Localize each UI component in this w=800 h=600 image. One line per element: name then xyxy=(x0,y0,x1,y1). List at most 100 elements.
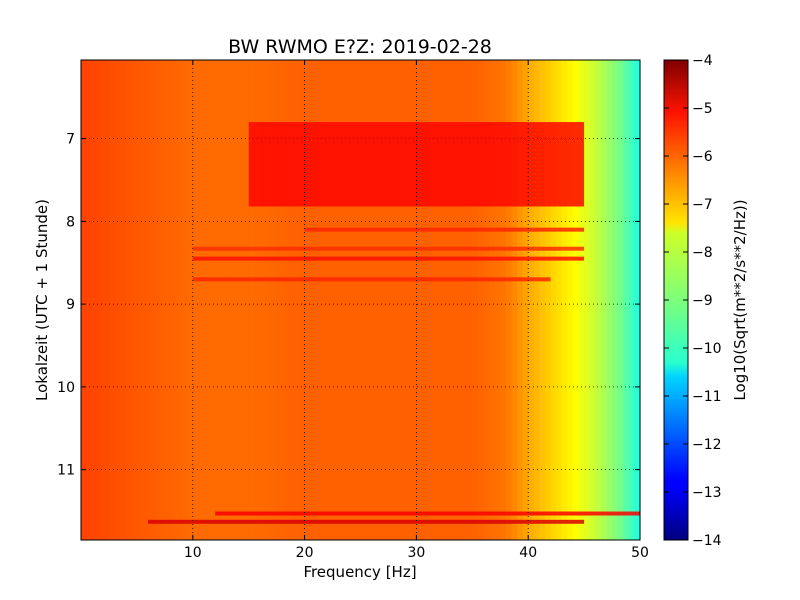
colorbar-tick-label: −7 xyxy=(692,197,713,213)
noise-stripe xyxy=(215,511,640,516)
heatmap-column xyxy=(600,60,608,540)
colorbar-tick-label: −8 xyxy=(692,245,713,261)
plot-frame xyxy=(80,59,641,541)
heatmap-column xyxy=(472,60,479,540)
heatmap-column xyxy=(561,60,568,540)
heatmap-column xyxy=(338,60,345,540)
heatmap-column xyxy=(612,60,619,540)
heatmap-column xyxy=(176,60,183,540)
noise-stripe xyxy=(304,227,585,232)
heatmap-column xyxy=(421,60,429,540)
heatmap-column xyxy=(159,60,166,540)
colorbar-tick-label: −5 xyxy=(692,101,713,117)
chart-title: BW RWMO E?Z: 2019-02-28 xyxy=(228,36,492,58)
y-tick-label: 11 xyxy=(57,463,75,479)
heatmap-column xyxy=(120,60,127,540)
grid-lines xyxy=(81,60,640,540)
heatmap-column xyxy=(321,60,328,540)
heatmap-column xyxy=(572,60,580,540)
plot-area: 10 20 30 40 50 7 8 9 10 11 xyxy=(57,59,649,561)
heatmap-column xyxy=(606,60,613,540)
heatmap-column xyxy=(108,60,116,540)
heatmap-column xyxy=(136,60,144,540)
heatmap-column xyxy=(114,60,121,540)
colorbar-tick-label: −11 xyxy=(692,389,722,405)
heatmap-column xyxy=(371,60,378,540)
heatmap-column xyxy=(187,60,194,540)
heatmap-column xyxy=(131,60,138,540)
colorbar-tick-label: −10 xyxy=(692,341,722,357)
heatmap-column xyxy=(326,60,334,540)
heatmap-column xyxy=(544,60,552,540)
x-tick-label: 30 xyxy=(407,545,425,561)
heatmap-column xyxy=(589,60,596,540)
heatmap-column xyxy=(287,60,295,540)
colorbar: −4 −5 −6 −7 −8 −9 −10 −11 −12 −13 −14 Log10(Sqrt(m… xyxy=(663,53,749,549)
noise-stripe xyxy=(192,277,551,282)
heatmap-column xyxy=(617,60,624,540)
heatmap-column xyxy=(556,60,563,540)
heatmap-column xyxy=(259,60,267,540)
heatmap-column xyxy=(360,60,367,540)
heatmap-column xyxy=(92,60,99,540)
y-tick-label: 8 xyxy=(66,214,75,230)
heatmap-column xyxy=(517,60,524,540)
heatmap-column xyxy=(461,60,468,540)
x-tick-label: 40 xyxy=(519,545,537,561)
heatmap-column xyxy=(634,60,641,540)
heatmap-column xyxy=(164,60,172,540)
x-axis: 10 20 30 40 50 xyxy=(184,60,649,561)
colorbar-ticks: −4 −5 −6 −7 −8 −9 −10 −11 −12 −13 −14 xyxy=(664,53,722,549)
heatmap-column xyxy=(153,60,160,540)
heatmap-column xyxy=(265,60,272,540)
heatmap-column xyxy=(500,60,507,540)
heatmap-column xyxy=(299,60,306,540)
y-axis: 7 8 9 10 11 xyxy=(57,132,640,479)
heatmap-column xyxy=(125,60,132,540)
heatmap-column xyxy=(248,60,255,540)
heatmap-column xyxy=(237,60,244,540)
heatmap-column xyxy=(192,60,199,540)
colorbar-label: Log10(Sqrt(m**2/s**2/Hz)) xyxy=(731,199,749,400)
heatmap-column xyxy=(170,60,177,540)
heatmap-column xyxy=(533,60,540,540)
heatmap-column xyxy=(276,60,283,540)
heatmap-column xyxy=(539,60,546,540)
heatmap-column xyxy=(332,60,339,540)
heatmap-column xyxy=(477,60,485,540)
heatmap-column xyxy=(220,60,227,540)
heatmap-column xyxy=(394,60,401,540)
y-axis-label: Lokalzeit (UTC + 1 Stunde) xyxy=(33,199,51,401)
heatmap-column xyxy=(405,60,412,540)
heatmap-column xyxy=(550,60,557,540)
heatmap-column xyxy=(528,60,535,540)
heatmap-column xyxy=(81,60,88,540)
heatmap-column xyxy=(148,60,155,540)
heatmap-column xyxy=(198,60,205,540)
heatmap-column xyxy=(86,60,93,540)
heatmap-column xyxy=(103,60,110,540)
colorbar-tick-label: −4 xyxy=(692,53,713,69)
heatmap-column xyxy=(343,60,350,540)
heatmap-column xyxy=(293,60,300,540)
x-tick-label: 50 xyxy=(631,545,649,561)
y-tick-label: 10 xyxy=(57,380,75,396)
heatmap-column xyxy=(366,60,373,540)
heatmap-column xyxy=(349,60,356,540)
heatmap-column xyxy=(505,60,513,540)
noise-stripe xyxy=(192,246,585,251)
colorbar-tick-label: −12 xyxy=(692,437,722,453)
heatmap-column xyxy=(377,60,384,540)
heatmap-column xyxy=(438,60,445,540)
colorbar-tick-label: −6 xyxy=(692,149,713,165)
x-tick-label: 20 xyxy=(296,545,314,561)
heatmap-column xyxy=(433,60,440,540)
heatmap-column xyxy=(567,60,574,540)
heatmap-column xyxy=(315,60,322,540)
colorbar-tick-label: −9 xyxy=(692,293,713,309)
heatmap-column xyxy=(410,60,417,540)
heatmap-column xyxy=(494,60,501,540)
heatmap-column xyxy=(399,60,406,540)
heatmap-column xyxy=(310,60,317,540)
